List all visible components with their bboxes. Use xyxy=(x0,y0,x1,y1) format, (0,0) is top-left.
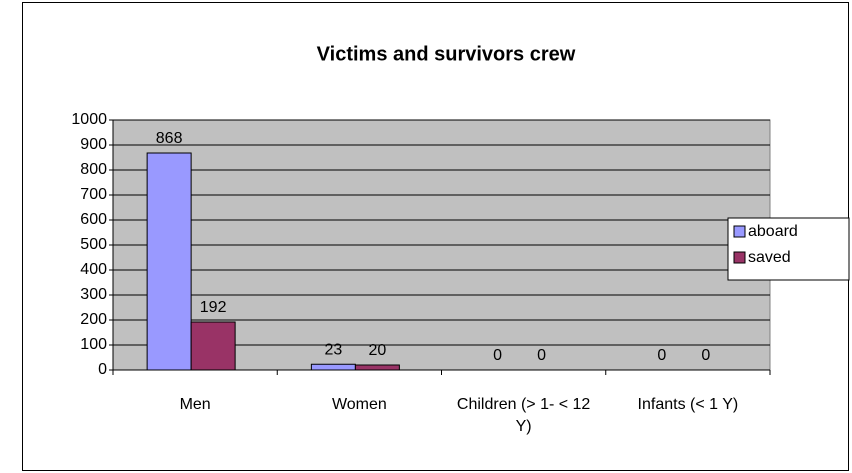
legend-label: aboard xyxy=(748,223,798,240)
bar xyxy=(146,152,192,371)
y-tick-label: 600 xyxy=(80,211,107,228)
x-tick-label: Men xyxy=(179,396,211,413)
x-tick-label: Children (> 1- < 12 Y) xyxy=(456,396,591,435)
x-tick-label: Infants (< 1 Y) xyxy=(637,396,739,413)
y-tick-label: 100 xyxy=(80,336,107,353)
y-tick-label: 200 xyxy=(80,311,107,328)
bar xyxy=(190,321,236,371)
y-tick-label: 300 xyxy=(80,286,107,303)
value-label: 868 xyxy=(156,130,183,147)
legend-swatch xyxy=(733,251,746,264)
value-label: 0 xyxy=(493,347,502,364)
value-label: 0 xyxy=(537,347,546,364)
legend-box xyxy=(727,217,850,281)
x-tick-label: Women xyxy=(331,396,387,413)
y-tick-label: 1000 xyxy=(71,111,107,128)
bar xyxy=(310,363,356,371)
y-tick-label: 700 xyxy=(80,186,107,203)
y-tick-label: 800 xyxy=(80,161,107,178)
legend-swatch xyxy=(733,225,746,238)
value-label: 0 xyxy=(701,347,710,364)
chart-title: Victims and survivors crew xyxy=(317,43,576,65)
value-label: 0 xyxy=(657,347,666,364)
value-label: 23 xyxy=(324,341,342,358)
value-label: 192 xyxy=(200,299,227,316)
y-tick-label: 0 xyxy=(98,361,107,378)
value-label: 20 xyxy=(368,342,386,359)
bar xyxy=(354,364,400,371)
y-tick-label: 900 xyxy=(80,136,107,153)
legend-label: saved xyxy=(748,249,791,266)
y-tick-label: 400 xyxy=(80,261,107,278)
y-tick-label: 500 xyxy=(80,236,107,253)
